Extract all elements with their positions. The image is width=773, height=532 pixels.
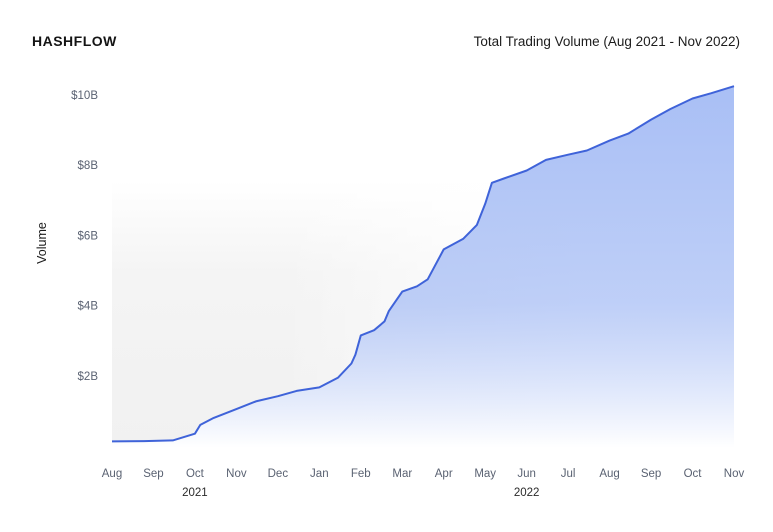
y-axis-label: Volume [35,222,49,264]
volume-area [112,86,734,448]
x-year-label: 2021 [182,487,208,499]
hashflow-logo: HASHFLOW [32,33,117,49]
x-tick-label: Mar [392,468,412,480]
chart-title: Total Trading Volume (Aug 2021 - Nov 202… [473,34,740,49]
y-tick-label: $4B [78,301,99,313]
y-tick-label: $2B [78,371,99,383]
x-year-label: 2022 [514,487,540,499]
x-tick-label: Jun [517,468,536,480]
x-tick-label: Sep [143,468,163,480]
x-tick-label: Apr [435,468,453,480]
volume-line [111,85,735,443]
x-tick-label: Dec [268,468,289,480]
y-tick-label: $10B [71,90,98,102]
x-tick-label: Jul [561,468,576,480]
x-tick-label: Oct [186,468,205,480]
x-tick-label: Oct [684,468,703,480]
x-tick-label: Feb [351,468,371,480]
y-tick-label: $8B [78,160,99,172]
x-tick-label: Nov [724,468,745,480]
x-tick-label: May [474,468,496,480]
x-tick-label: Sep [641,468,661,480]
y-tick-label: $6B [78,230,99,242]
x-tick-label: Jan [310,468,329,480]
x-tick-label: Aug [599,468,619,480]
x-tick-label: Nov [226,468,247,480]
x-tick-label: Aug [102,468,122,480]
